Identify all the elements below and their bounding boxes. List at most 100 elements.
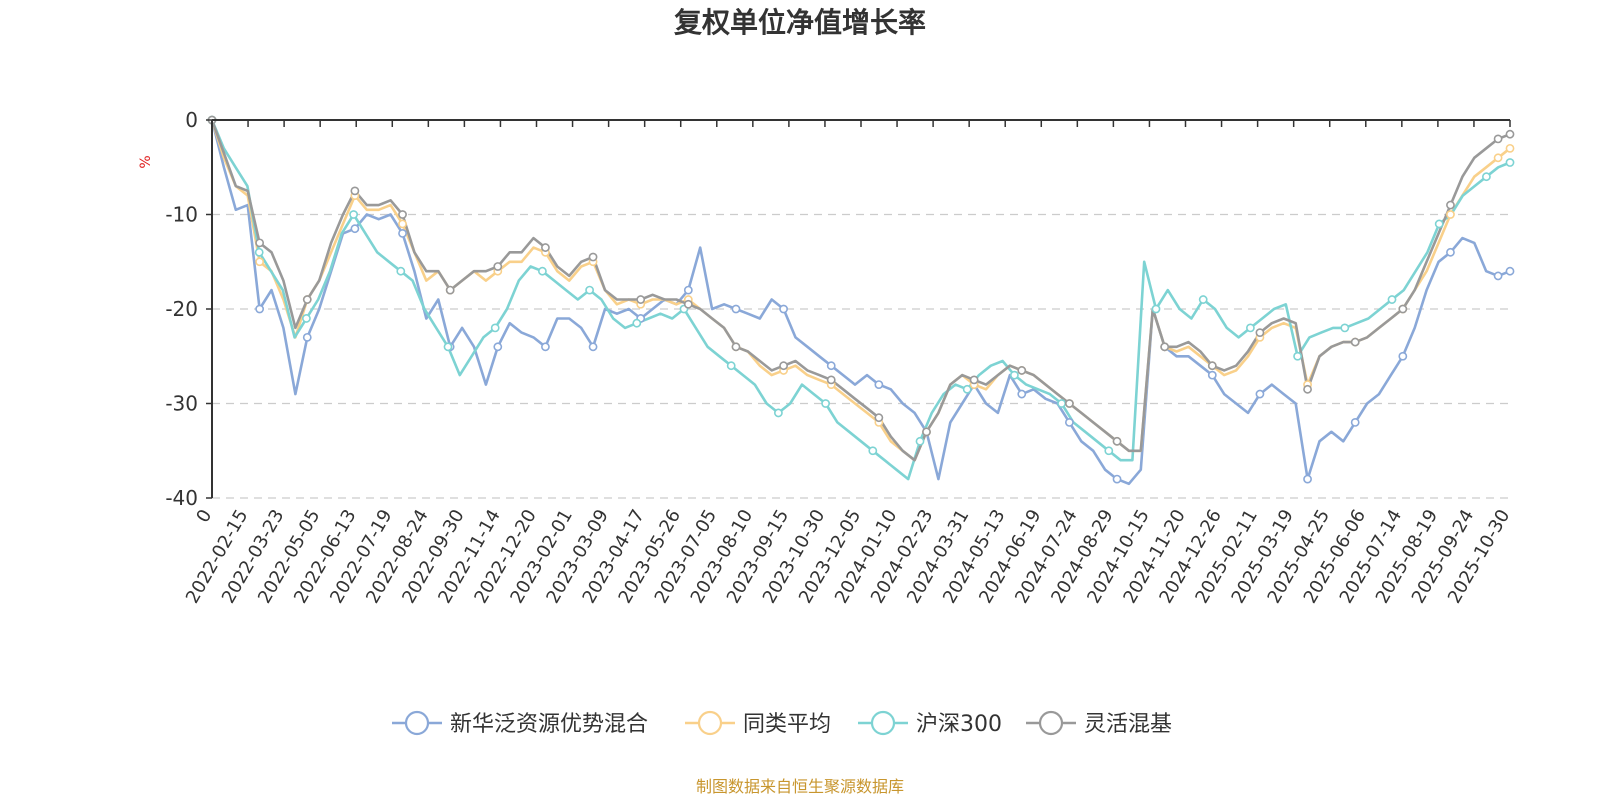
series-point-0: [350, 224, 360, 234]
series-point-3: [969, 375, 979, 385]
y-axis-ticks: 0 -10 -20 -30 -40: [165, 108, 212, 510]
series-point-2: [1198, 295, 1208, 304]
series-point-2: [632, 318, 642, 328]
series-line-3: [210, 119, 1511, 462]
series-point-2: [301, 314, 311, 323]
y-tick-label: 0: [185, 108, 198, 132]
series-point-3: [636, 295, 646, 304]
series-point-0: [874, 380, 884, 389]
series-point-2: [868, 446, 878, 456]
series-point-0: [1017, 389, 1027, 399]
series-point-3: [1064, 399, 1074, 408]
data-source-note: 制图数据来自恒生聚源数据库: [696, 777, 904, 796]
series-point-0: [826, 361, 836, 371]
series-layer: [210, 119, 1511, 486]
legend-item-1[interactable]: 同类平均: [685, 710, 831, 737]
legend-item-2[interactable]: 沪深300: [858, 710, 1002, 737]
series-point-3: [922, 427, 931, 437]
series-point-3: [826, 375, 836, 385]
series-point-0: [541, 342, 550, 352]
series-point-1: [1446, 210, 1455, 219]
series-point-2: [1010, 370, 1019, 380]
series-point-2: [585, 285, 594, 295]
series-point-3: [1505, 129, 1515, 139]
series-point-3: [1350, 337, 1360, 347]
series-point-2: [915, 436, 925, 446]
series-point-0: [1493, 271, 1503, 281]
x-tick-label: 0: [192, 506, 216, 526]
series-point-0: [779, 304, 788, 314]
legend-label: 沪深300: [916, 712, 1002, 737]
y-tick-label: -30: [165, 392, 198, 416]
series-point-2: [538, 266, 547, 276]
series-point-0: [1207, 370, 1217, 380]
series-point-2: [1104, 446, 1114, 456]
series-line-1: [210, 119, 1511, 462]
series-point-2: [1057, 399, 1066, 408]
chart-title: 复权单位净值增长率: [674, 6, 926, 39]
legend-item-0[interactable]: 新华泛资源优势混合: [392, 710, 648, 737]
series-point-2: [1246, 323, 1255, 333]
series-point-3: [1017, 366, 1027, 375]
legend-label: 新华泛资源优势混合: [450, 712, 648, 737]
series-point-0: [398, 228, 407, 238]
y-tick-label: -20: [165, 297, 198, 321]
series-line-2: [210, 119, 1511, 481]
series-point-2: [774, 408, 783, 418]
series-point-3: [493, 262, 503, 271]
series-point-3: [588, 252, 598, 262]
series-point-3: [350, 186, 360, 196]
series-point-3: [1112, 436, 1122, 446]
series-point-0: [1064, 417, 1074, 427]
series-point-0: [588, 342, 598, 352]
series-point-2: [1151, 304, 1161, 314]
series-point-1: [1505, 143, 1515, 153]
x-axis-ticks: 02022-02-152022-03-232022-05-052022-06-1…: [182, 120, 1514, 607]
series-point-1: [1493, 153, 1503, 163]
series-point-2: [1505, 158, 1515, 167]
legend-label: 同类平均: [743, 712, 831, 737]
y-axis-unit: %: [138, 155, 154, 168]
legend-label: 灵活混基: [1084, 712, 1172, 737]
series-point-0: [1446, 247, 1455, 257]
series-point-2: [443, 342, 453, 352]
series-point-0: [255, 304, 265, 314]
series-point-3: [445, 285, 455, 295]
series-point-2: [1482, 172, 1491, 182]
markers-layer: [207, 115, 1515, 484]
series-point-0: [1398, 351, 1408, 361]
series-point-2: [1293, 351, 1302, 361]
y-tick-label: -10: [165, 203, 198, 227]
series-point-3: [1255, 328, 1265, 338]
series-point-2: [349, 210, 358, 219]
series-point-0: [1505, 266, 1515, 276]
legend-item-3[interactable]: 灵活混基: [1026, 710, 1172, 737]
series-point-1: [398, 219, 407, 229]
legend-marker: [1038, 710, 1064, 736]
series-point-3: [541, 243, 550, 252]
series-point-3: [779, 361, 788, 371]
series-point-3: [1160, 342, 1170, 352]
series-point-0: [1255, 389, 1265, 399]
legend-marker: [404, 710, 430, 736]
series-point-0: [493, 342, 503, 352]
series-point-3: [1207, 361, 1217, 371]
series-point-0: [302, 332, 312, 342]
y-tick-label: -40: [165, 486, 198, 510]
series-point-3: [302, 295, 312, 304]
legend[interactable]: 新华泛资源优势混合 同类平均 沪深300 灵活混基: [392, 710, 1172, 737]
series-point-2: [726, 361, 736, 371]
series-point-3: [398, 210, 407, 219]
series-point-0: [731, 304, 741, 314]
series-point-0: [1303, 474, 1312, 484]
series-point-2: [1340, 323, 1350, 333]
series-point-2: [1434, 219, 1444, 229]
legend-marker: [870, 710, 896, 736]
series-point-2: [254, 247, 264, 257]
series-point-3: [874, 413, 884, 423]
series-point-3: [1303, 384, 1312, 394]
series-point-2: [1387, 295, 1397, 304]
series-point-2: [490, 323, 500, 333]
series-point-3: [255, 238, 265, 248]
